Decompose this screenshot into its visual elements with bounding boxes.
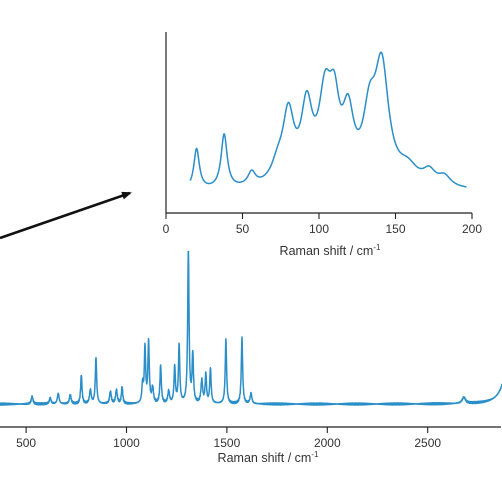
inset-x-tick-label: 50	[236, 222, 250, 236]
inset-x-tick-label: 0	[163, 222, 170, 236]
main-spectrum-panel: 500 1000 1500 2000 2500 Raman shift / cm-1	[0, 250, 502, 465]
inset-x-tick-label: 200	[462, 222, 482, 236]
main-x-tick-label: 1000	[113, 436, 140, 450]
main-x-axis-label: Raman shift / cm-1	[218, 450, 319, 465]
inset-x-tick-label: 150	[385, 222, 405, 236]
main-x-tick-label: 500	[16, 436, 36, 450]
inset-x-ticks: 0 50 100 150 200	[163, 213, 482, 236]
inset-x-axis-label: Raman shift / cm-1	[280, 243, 381, 258]
main-x-tick-label: 1500	[214, 436, 241, 450]
main-x-ticks: 500 1000 1500 2000 2500	[16, 427, 441, 450]
main-x-tick-label: 2000	[314, 436, 341, 450]
inset-spectrum-panel: 0 50 100 150 200 Raman shift / cm-1	[163, 32, 482, 258]
main-spectrum-line	[0, 250, 502, 406]
zoom-arrow	[0, 191, 132, 240]
main-x-tick-label: 2500	[414, 436, 441, 450]
inset-x-tick-label: 100	[309, 222, 329, 236]
inset-spectrum-line	[189, 51, 467, 188]
